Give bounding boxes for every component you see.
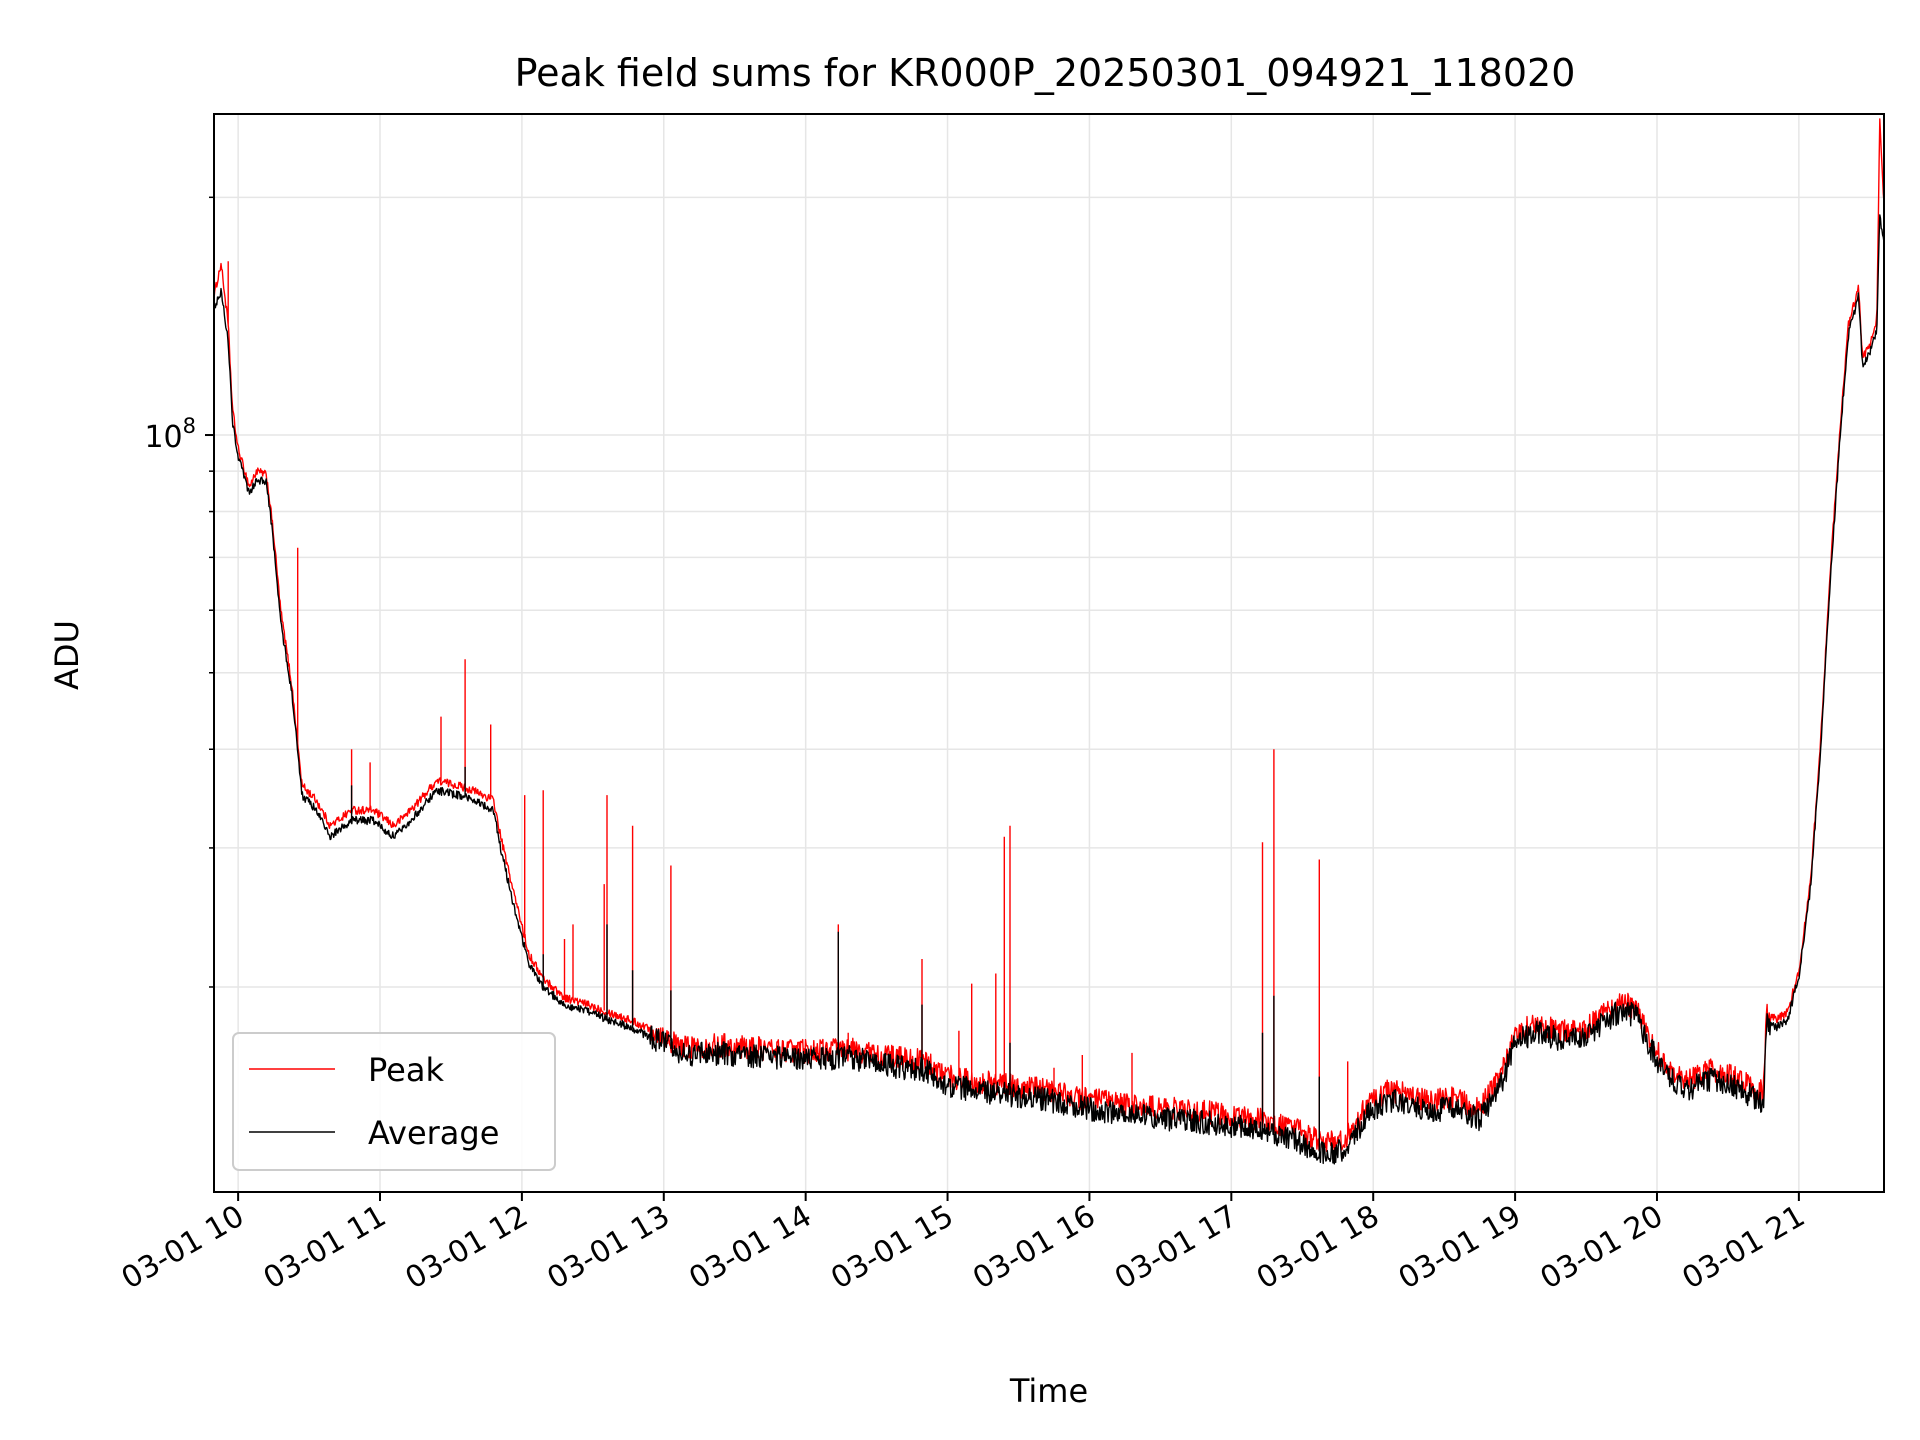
series-layer [214, 118, 1884, 1165]
y-axis-label: ADU [48, 620, 86, 690]
legend-label-average: Average [368, 1114, 499, 1152]
x-tick-label: 03-01 18 [1251, 1199, 1385, 1297]
grid [214, 114, 1884, 1192]
x-axis-label: Time [1009, 1372, 1088, 1410]
x-tick-label: 03-01 14 [683, 1199, 817, 1297]
series-line-peak [214, 118, 1884, 1155]
x-tick-label: 03-01 16 [967, 1199, 1101, 1297]
x-tick-label: 03-01 12 [400, 1199, 534, 1297]
x-tick-label: 03-01 11 [258, 1199, 392, 1297]
x-tick-label: 03-01 20 [1535, 1199, 1669, 1297]
x-tick-label: 03-01 10 [116, 1199, 250, 1297]
x-tick-label: 03-01 19 [1393, 1199, 1527, 1297]
legend-label-peak: Peak [368, 1051, 444, 1089]
legend: Peak Average [232, 1032, 556, 1171]
series-line-average [214, 214, 1884, 1165]
x-tick-label: 03-01 15 [825, 1199, 959, 1297]
y-tick-label: 108 [144, 414, 196, 455]
plot-frame [213, 113, 1885, 1193]
x-tick-label: 03-01 21 [1677, 1199, 1811, 1297]
chart-title: Peak field sums for KR000P_20250301_0949… [515, 51, 1576, 95]
x-tick-label: 03-01 17 [1109, 1199, 1243, 1297]
x-tick-label: 03-01 13 [541, 1199, 675, 1297]
legend-box [232, 1032, 556, 1171]
